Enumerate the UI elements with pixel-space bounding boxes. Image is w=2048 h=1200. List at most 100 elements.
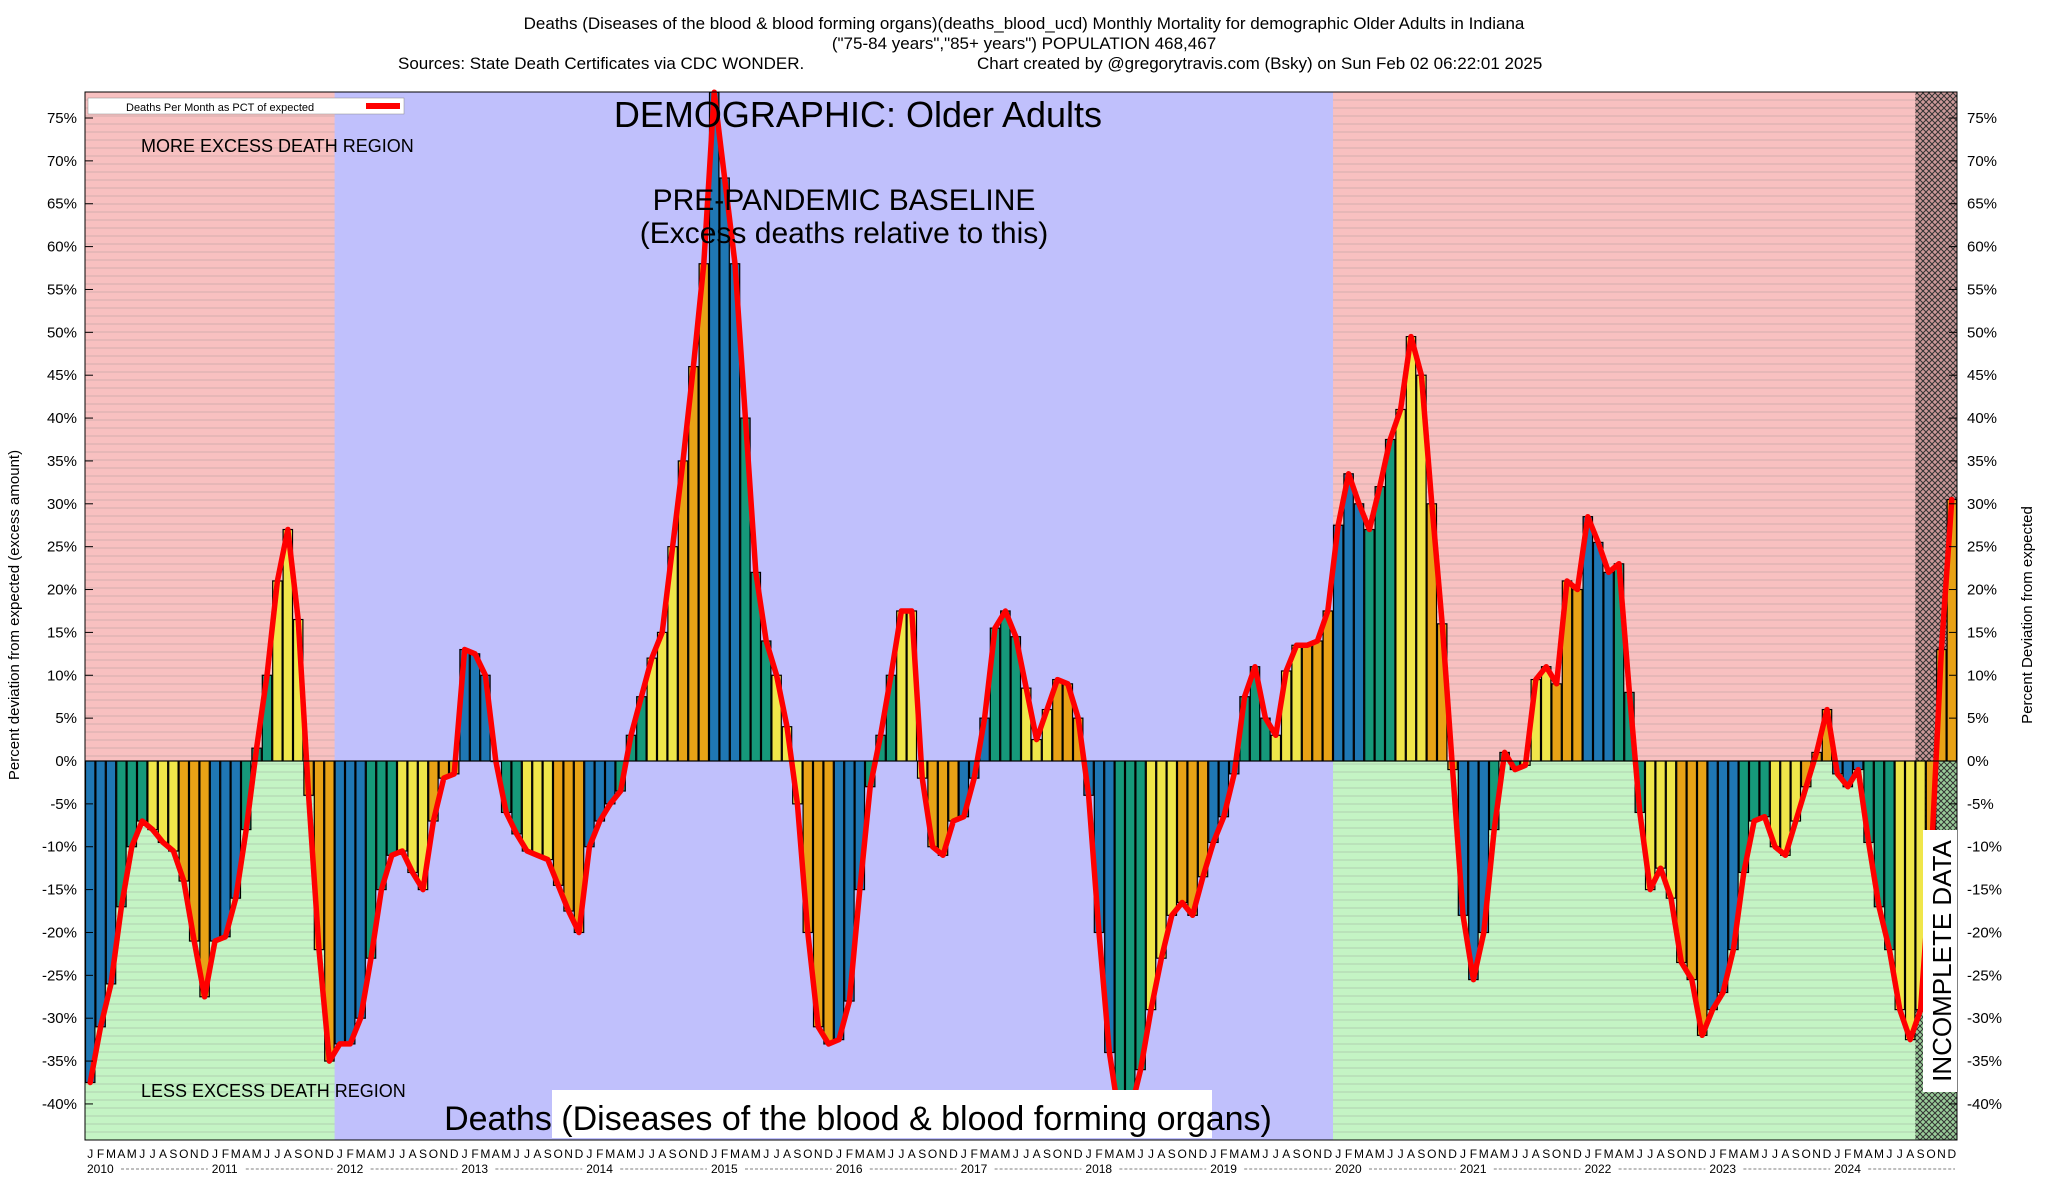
- x-month-label: M: [751, 1147, 761, 1161]
- x-month-label: A: [409, 1147, 417, 1161]
- x-month-label: M: [1479, 1147, 1489, 1161]
- x-month-label: J: [961, 1147, 967, 1161]
- x-year-label: 2012: [337, 1162, 364, 1176]
- x-month-label: J: [649, 1147, 655, 1161]
- y-tick-label-right: 20%: [1967, 582, 1997, 599]
- x-month-label: N: [564, 1147, 573, 1161]
- bar: [1572, 588, 1583, 762]
- x-month-label: M: [1000, 1147, 1010, 1161]
- x-month-label: J: [87, 1147, 93, 1161]
- bar: [147, 760, 158, 831]
- x-month-label: S: [669, 1147, 677, 1161]
- x-month-label: J: [774, 1147, 780, 1161]
- bar: [1124, 760, 1136, 1114]
- x-month-label: F: [1095, 1147, 1102, 1161]
- bar: [1270, 734, 1282, 762]
- x-month-label: S: [1917, 1147, 1925, 1161]
- x-year-label: 2015: [711, 1162, 738, 1176]
- x-month-label: S: [793, 1147, 801, 1161]
- x-year-label: 2023: [1709, 1162, 1736, 1176]
- x-month-label: F: [222, 1147, 229, 1161]
- x-month-label: N: [1937, 1147, 1946, 1161]
- bar: [1884, 760, 1895, 951]
- x-month-label: O: [1053, 1147, 1062, 1161]
- bar: [1374, 486, 1386, 762]
- x-month-label: M: [127, 1147, 137, 1161]
- bar: [1114, 760, 1126, 1122]
- x-month-label: M: [1853, 1147, 1863, 1161]
- y-tick-label-left: 60%: [47, 239, 77, 256]
- y-tick-label-right: 65%: [1967, 196, 1997, 213]
- y-tick-label-right: -5%: [1967, 796, 1994, 813]
- x-month-label: J: [1023, 1147, 1029, 1161]
- bar: [1176, 760, 1188, 904]
- x-month-label: O: [429, 1147, 438, 1161]
- y-tick-label-right: -40%: [1967, 1096, 2002, 1113]
- bar: [563, 760, 574, 912]
- bar: [532, 760, 543, 856]
- x-month-label: A: [991, 1147, 999, 1161]
- bar: [1686, 760, 1698, 981]
- bar: [1603, 571, 1614, 762]
- bar: [1166, 760, 1178, 916]
- x-month-label: D: [1323, 1147, 1332, 1161]
- x-month-label: J: [1460, 1147, 1466, 1161]
- bar: [542, 760, 554, 861]
- annotations-group: DEMOGRAPHIC: Older Adults PRE-PANDEMIC B…: [6, 94, 2036, 1138]
- lower-region-label: LESS EXCESS DEATH REGION: [141, 1081, 406, 1101]
- bar: [334, 760, 346, 1045]
- bar: [1135, 760, 1146, 1071]
- y-tick-label-left: -30%: [42, 1010, 77, 1027]
- x-month-label: M: [1624, 1147, 1634, 1161]
- x-month-label: N: [190, 1147, 199, 1161]
- x-year-label: 2021: [1460, 1162, 1487, 1176]
- x-month-label: J: [1637, 1147, 1643, 1161]
- bar: [521, 760, 533, 852]
- bar: [948, 760, 959, 822]
- x-month-label: J: [399, 1147, 405, 1161]
- x-month-label: J: [836, 1147, 842, 1161]
- y-tick-label-left: 65%: [47, 196, 77, 213]
- x-month-label: N: [814, 1147, 823, 1161]
- x-month-label: A: [1490, 1147, 1498, 1161]
- bar: [688, 366, 699, 762]
- bar: [1551, 683, 1562, 762]
- x-month-label: A: [658, 1147, 666, 1161]
- chart-header-line2: ("75-84 years","85+ years") POPULATION 4…: [831, 34, 1217, 53]
- x-month-label: J: [212, 1147, 218, 1161]
- bar: [95, 760, 106, 1028]
- x-month-label: A: [1532, 1147, 1540, 1161]
- x-month-label: N: [1687, 1147, 1696, 1161]
- bar: [1343, 473, 1354, 762]
- x-year-label: 2022: [1585, 1162, 1612, 1176]
- x-month-label: S: [419, 1147, 427, 1161]
- x-month-label: J: [524, 1147, 530, 1161]
- x-month-label: J: [1086, 1147, 1092, 1161]
- y-axis-label-right: Percent Deviation from expected: [2019, 506, 2036, 724]
- x-year-label: 2013: [461, 1162, 488, 1176]
- bar: [1759, 760, 1770, 818]
- x-month-label: M: [480, 1147, 490, 1161]
- chart-subtitle-line2: (Excess deaths relative to this): [640, 217, 1049, 250]
- x-month-label: N: [315, 1147, 324, 1161]
- y-tick-label-right: 15%: [1967, 624, 1997, 641]
- y-tick-label-right: 10%: [1967, 667, 1997, 684]
- bar: [656, 631, 668, 762]
- x-month-label: D: [824, 1147, 833, 1161]
- x-month-label: O: [1677, 1147, 1686, 1161]
- bar: [1156, 760, 1167, 959]
- x-month-label: J: [1522, 1147, 1528, 1161]
- x-year-label: 2017: [961, 1162, 988, 1176]
- x-month-label: J: [337, 1147, 343, 1161]
- x-month-label: M: [1728, 1147, 1738, 1161]
- x-month-label: A: [617, 1147, 625, 1161]
- y-tick-label-left: -35%: [42, 1053, 77, 1070]
- x-month-label: F: [596, 1147, 603, 1161]
- y-tick-label-left: 35%: [47, 453, 77, 470]
- x-month-label: M: [1375, 1147, 1385, 1161]
- chart-credit-text: Chart created by @gregorytravis.com (Bsk…: [977, 54, 1543, 73]
- x-month-label: J: [150, 1147, 156, 1161]
- bar: [407, 760, 418, 874]
- x-year-label: 2024: [1834, 1162, 1861, 1176]
- x-month-label: M: [231, 1147, 241, 1161]
